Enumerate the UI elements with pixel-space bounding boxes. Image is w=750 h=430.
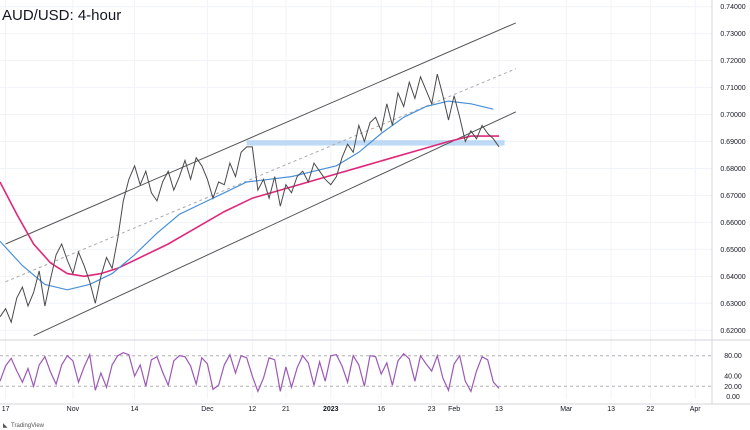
- time-tick-label: Nov: [67, 406, 80, 413]
- price-tick-label: 0.71000: [720, 85, 745, 92]
- time-tick-label: 23: [428, 406, 436, 413]
- support-zone-layer: [246, 140, 505, 146]
- oscillator-line: [0, 352, 500, 394]
- time-tick-label: 14: [131, 406, 139, 413]
- price-tick-label: 0.74000: [720, 4, 745, 11]
- time-tick-label: 17: [2, 406, 10, 413]
- watermark-text: TradingView: [11, 423, 45, 429]
- price-tick-label: 0.64000: [720, 274, 745, 281]
- oscillator-layer: [0, 352, 712, 394]
- time-tick-label: Dec: [201, 406, 214, 413]
- time-tick-label: 13: [495, 406, 503, 413]
- axis-layer: 0.74000 0.73000 0.72000 0.71000 0.70000 0.690…: [0, 0, 750, 413]
- chart-title: AUD/USD: 4-hour: [2, 7, 121, 24]
- time-tick-label: 16: [377, 406, 385, 413]
- time-tick-label: 21: [282, 406, 290, 413]
- slow-moving-average-line: [0, 135, 499, 278]
- time-tick-label: 12: [248, 406, 256, 413]
- time-tick-label: Feb: [448, 406, 460, 413]
- price-line: [0, 73, 500, 324]
- oscillator-tick-label: 80.00: [724, 353, 742, 360]
- price-tick-label: 0.69000: [720, 139, 745, 146]
- watermark: ◣ TradingView: [3, 423, 45, 429]
- oscillator-tick-label: 0.00: [726, 394, 740, 401]
- tradingview-logo-icon: ◣: [3, 423, 8, 429]
- time-tick-label: 22: [646, 406, 654, 413]
- price-tick-label: 0.73000: [720, 31, 745, 38]
- price-tick-label: 0.65000: [720, 247, 745, 254]
- price-tick-label: 0.62000: [720, 328, 745, 335]
- grid: [0, 0, 712, 399]
- channel-lower-line: [33, 111, 516, 337]
- time-tick-label: 13: [607, 406, 615, 413]
- series-layer: [0, 73, 500, 324]
- oscillator-tick-label: 20.00: [724, 384, 742, 391]
- price-tick-label: 0.68000: [720, 166, 745, 173]
- time-tick-label: 2023: [323, 406, 339, 413]
- channel-mid-line: [5, 68, 516, 283]
- channel-layer: [5, 22, 516, 337]
- price-tick-label: 0.66000: [720, 220, 745, 227]
- oscillator-tick-label: 40.00: [724, 374, 742, 381]
- time-tick-label: Mar: [560, 406, 573, 413]
- time-tick-label: Apr: [690, 406, 702, 413]
- support-zone: [246, 140, 505, 146]
- price-tick-label: 0.67000: [720, 193, 745, 200]
- fast-moving-average-line: [0, 100, 494, 291]
- price-tick-label: 0.63000: [720, 301, 745, 308]
- channel-upper-line: [5, 22, 516, 245]
- price-tick-label: 0.72000: [720, 58, 745, 65]
- price-tick-label: 0.70000: [720, 112, 745, 119]
